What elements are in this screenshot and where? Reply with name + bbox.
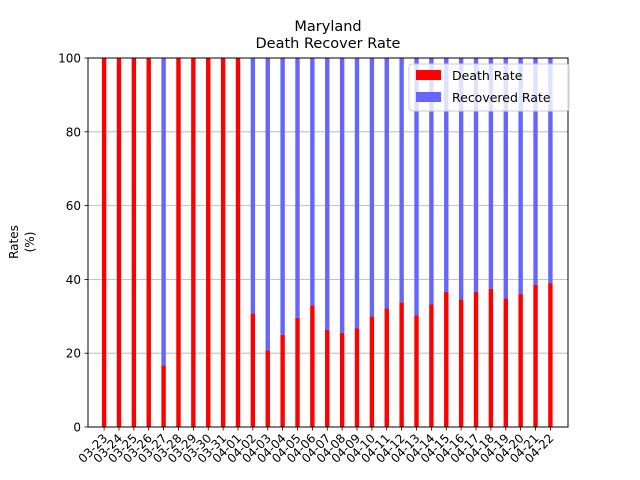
bar-death-rate-04-20 (518, 293, 523, 427)
bar-death-rate-03-24 (116, 58, 122, 427)
x-axis-ticks: 03-2303-2403-2503-2603-2703-2803-2903-30… (76, 427, 557, 466)
bar-death-rate-04-15 (444, 291, 449, 427)
bar-death-rate-04-05 (295, 317, 300, 427)
bar-death-rate-04-10 (369, 316, 375, 427)
bars (101, 58, 553, 427)
bar-death-rate-04-22 (548, 283, 553, 427)
y-tick-label-100: 100 (58, 52, 81, 66)
bar-recovered-rate-04-19 (503, 58, 508, 299)
bar-death-rate-04-19 (503, 298, 508, 427)
bar-recovered-rate-04-12 (399, 58, 404, 303)
bar-death-rate-04-12 (399, 302, 404, 427)
bar-recovered-rate-04-20 (518, 58, 523, 294)
bar-recovered-rate-04-14 (429, 58, 434, 305)
legend-label-death-rate: Death Rate (452, 68, 523, 83)
bar-death-rate-04-09 (354, 328, 360, 427)
bar-death-rate-03-28 (176, 58, 181, 427)
y-axis-label-line-2: (%) (23, 232, 37, 253)
bar-death-rate-03-23 (101, 58, 107, 427)
bar-recovered-rate-03-27 (161, 58, 166, 366)
bar-recovered-rate-04-10 (369, 58, 375, 317)
bar-recovered-rate-04-17 (473, 58, 479, 292)
legend-box (408, 63, 570, 112)
bar-recovered-rate-04-09 (354, 58, 360, 329)
chart-title: Maryland (294, 19, 361, 35)
bar-death-rate-04-08 (339, 332, 345, 427)
bar-death-rate-03-31 (220, 58, 226, 427)
plot-frame (87, 57, 569, 428)
bar-death-rate-03-27 (161, 365, 166, 427)
legend-swatch-death-rate (416, 70, 441, 80)
bar-recovered-rate-04-21 (533, 58, 538, 285)
bar-death-rate-03-26 (146, 58, 151, 427)
bar-recovered-rate-04-22 (548, 58, 553, 284)
bar-recovered-rate-04-18 (488, 58, 494, 289)
y-axis-ticks: 0 20 40 60 80 100 (58, 52, 88, 435)
bar-death-rate-04-06 (310, 305, 315, 427)
bar-recovered-rate-04-15 (444, 58, 449, 292)
bar-death-rate-04-01 (235, 58, 241, 427)
legend-swatch-recovered-rate (416, 92, 441, 102)
y-tick-label-40: 40 (66, 273, 81, 287)
bar-death-rate-03-25 (131, 58, 137, 427)
bar-death-rate-04-02 (250, 313, 256, 427)
y-tick-label-0: 0 (73, 421, 81, 435)
bar-recovered-rate-04-07 (325, 58, 330, 330)
bar-recovered-rate-04-11 (384, 58, 389, 309)
bar-death-rate-04-18 (488, 288, 494, 427)
chart-subtitle: Death Recover Rate (256, 36, 401, 52)
y-tick-label-20: 20 (66, 347, 81, 361)
bar-death-rate-04-03 (265, 350, 270, 427)
y-tick-label-80: 80 (66, 125, 81, 139)
bar-death-rate-04-21 (533, 284, 538, 427)
y-axis-label-line-1: Rates (7, 225, 21, 259)
bar-recovered-rate-04-13 (414, 58, 419, 316)
bar-death-rate-04-04 (280, 334, 285, 427)
legend: Death Rate Recovered Rate (408, 63, 570, 112)
y-tick-label-60: 60 (66, 199, 81, 213)
bar-recovered-rate-04-16 (458, 58, 464, 300)
bar-death-rate-04-17 (473, 291, 479, 427)
bar-death-rate-03-29 (191, 58, 196, 427)
bar-death-rate-04-13 (414, 315, 419, 427)
bar-recovered-rate-04-06 (310, 58, 315, 306)
bar-death-rate-03-30 (206, 58, 211, 427)
bar-death-rate-04-11 (384, 308, 389, 427)
bar-recovered-rate-04-05 (295, 58, 300, 318)
bar-death-rate-04-14 (429, 304, 434, 427)
bar-recovered-rate-04-04 (280, 58, 285, 335)
bar-recovered-rate-04-08 (339, 58, 345, 333)
legend-label-recovered-rate: Recovered Rate (452, 90, 551, 105)
bar-recovered-rate-04-02 (250, 58, 256, 314)
bar-recovered-rate-04-03 (265, 58, 270, 351)
bar-death-rate-04-16 (458, 299, 464, 427)
bar-death-rate-04-07 (325, 329, 330, 427)
